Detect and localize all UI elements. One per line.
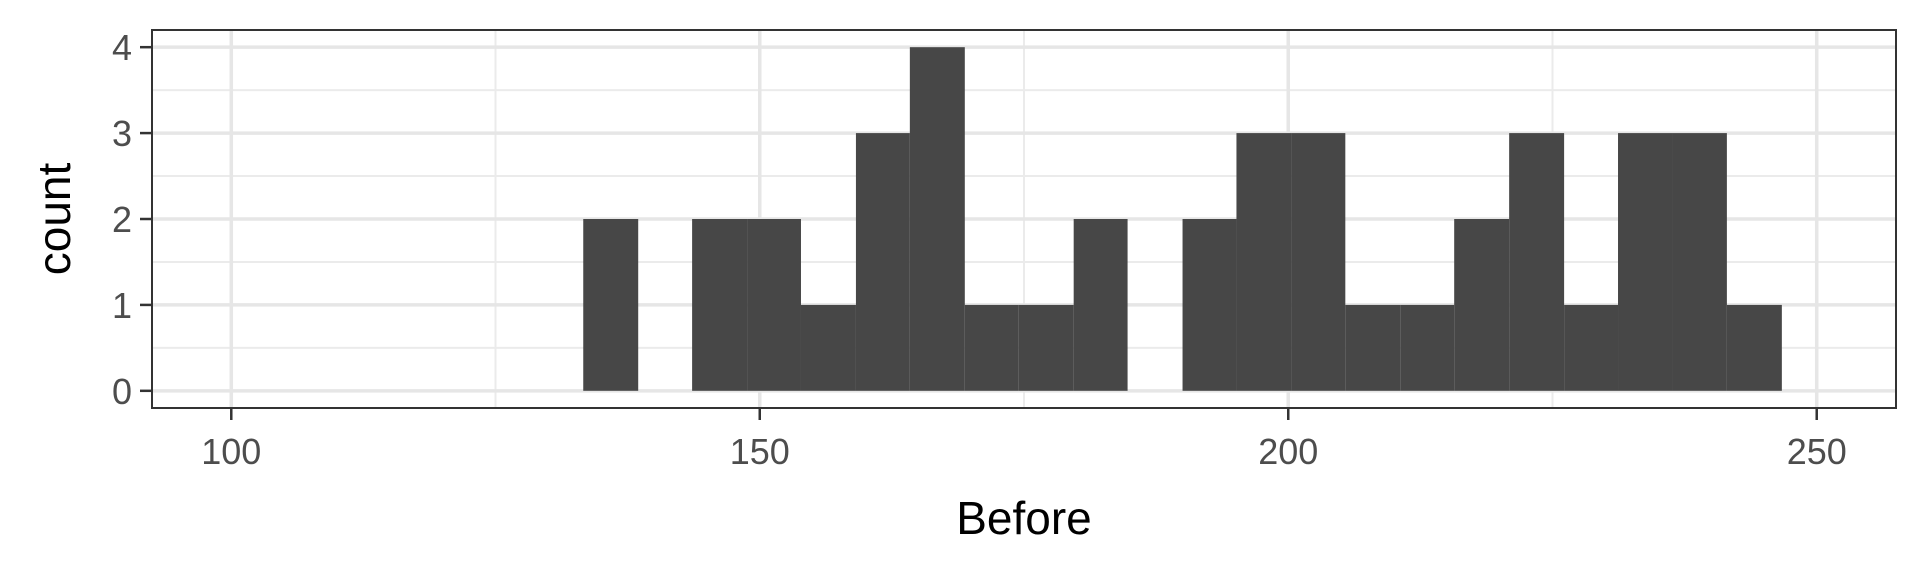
histogram-bar — [1182, 219, 1237, 391]
histogram-bars — [583, 47, 1782, 391]
histogram-bar — [1345, 304, 1401, 391]
histogram-bar — [1018, 304, 1074, 391]
x-tick-label: 100 — [201, 431, 261, 472]
histogram-bar — [692, 219, 748, 391]
y-tick-label: 0 — [112, 371, 132, 412]
histogram-bar — [1564, 304, 1619, 391]
x-axis-title: Before — [956, 492, 1092, 544]
histogram-bar — [747, 219, 801, 391]
histogram-bar — [583, 219, 639, 391]
histogram-bar — [1400, 304, 1455, 391]
histogram-bar — [1618, 133, 1673, 391]
x-axis: 100 150 200 250 — [201, 408, 1847, 472]
y-tick-label: 4 — [112, 27, 132, 68]
histogram-bar — [1454, 219, 1510, 391]
histogram-bar — [1236, 133, 1292, 391]
y-tick-label: 2 — [112, 199, 132, 240]
y-tick-label: 1 — [112, 285, 132, 326]
histogram-bar — [1672, 133, 1727, 391]
histogram-bar — [1509, 133, 1565, 391]
histogram-bar — [855, 133, 910, 391]
y-tick-label: 3 — [112, 113, 132, 154]
histogram-bar — [800, 304, 856, 391]
histogram-bar — [1726, 304, 1782, 391]
histogram-bar — [1073, 219, 1128, 391]
histogram-bar — [909, 47, 965, 391]
histogram-bar — [964, 304, 1019, 391]
y-axis: 0 1 2 3 4 — [112, 27, 152, 412]
x-tick-label: 250 — [1787, 431, 1847, 472]
histogram-bar — [1291, 133, 1346, 391]
x-tick-label: 200 — [1258, 431, 1318, 472]
y-axis-title: count — [28, 163, 80, 276]
x-tick-label: 150 — [730, 431, 790, 472]
